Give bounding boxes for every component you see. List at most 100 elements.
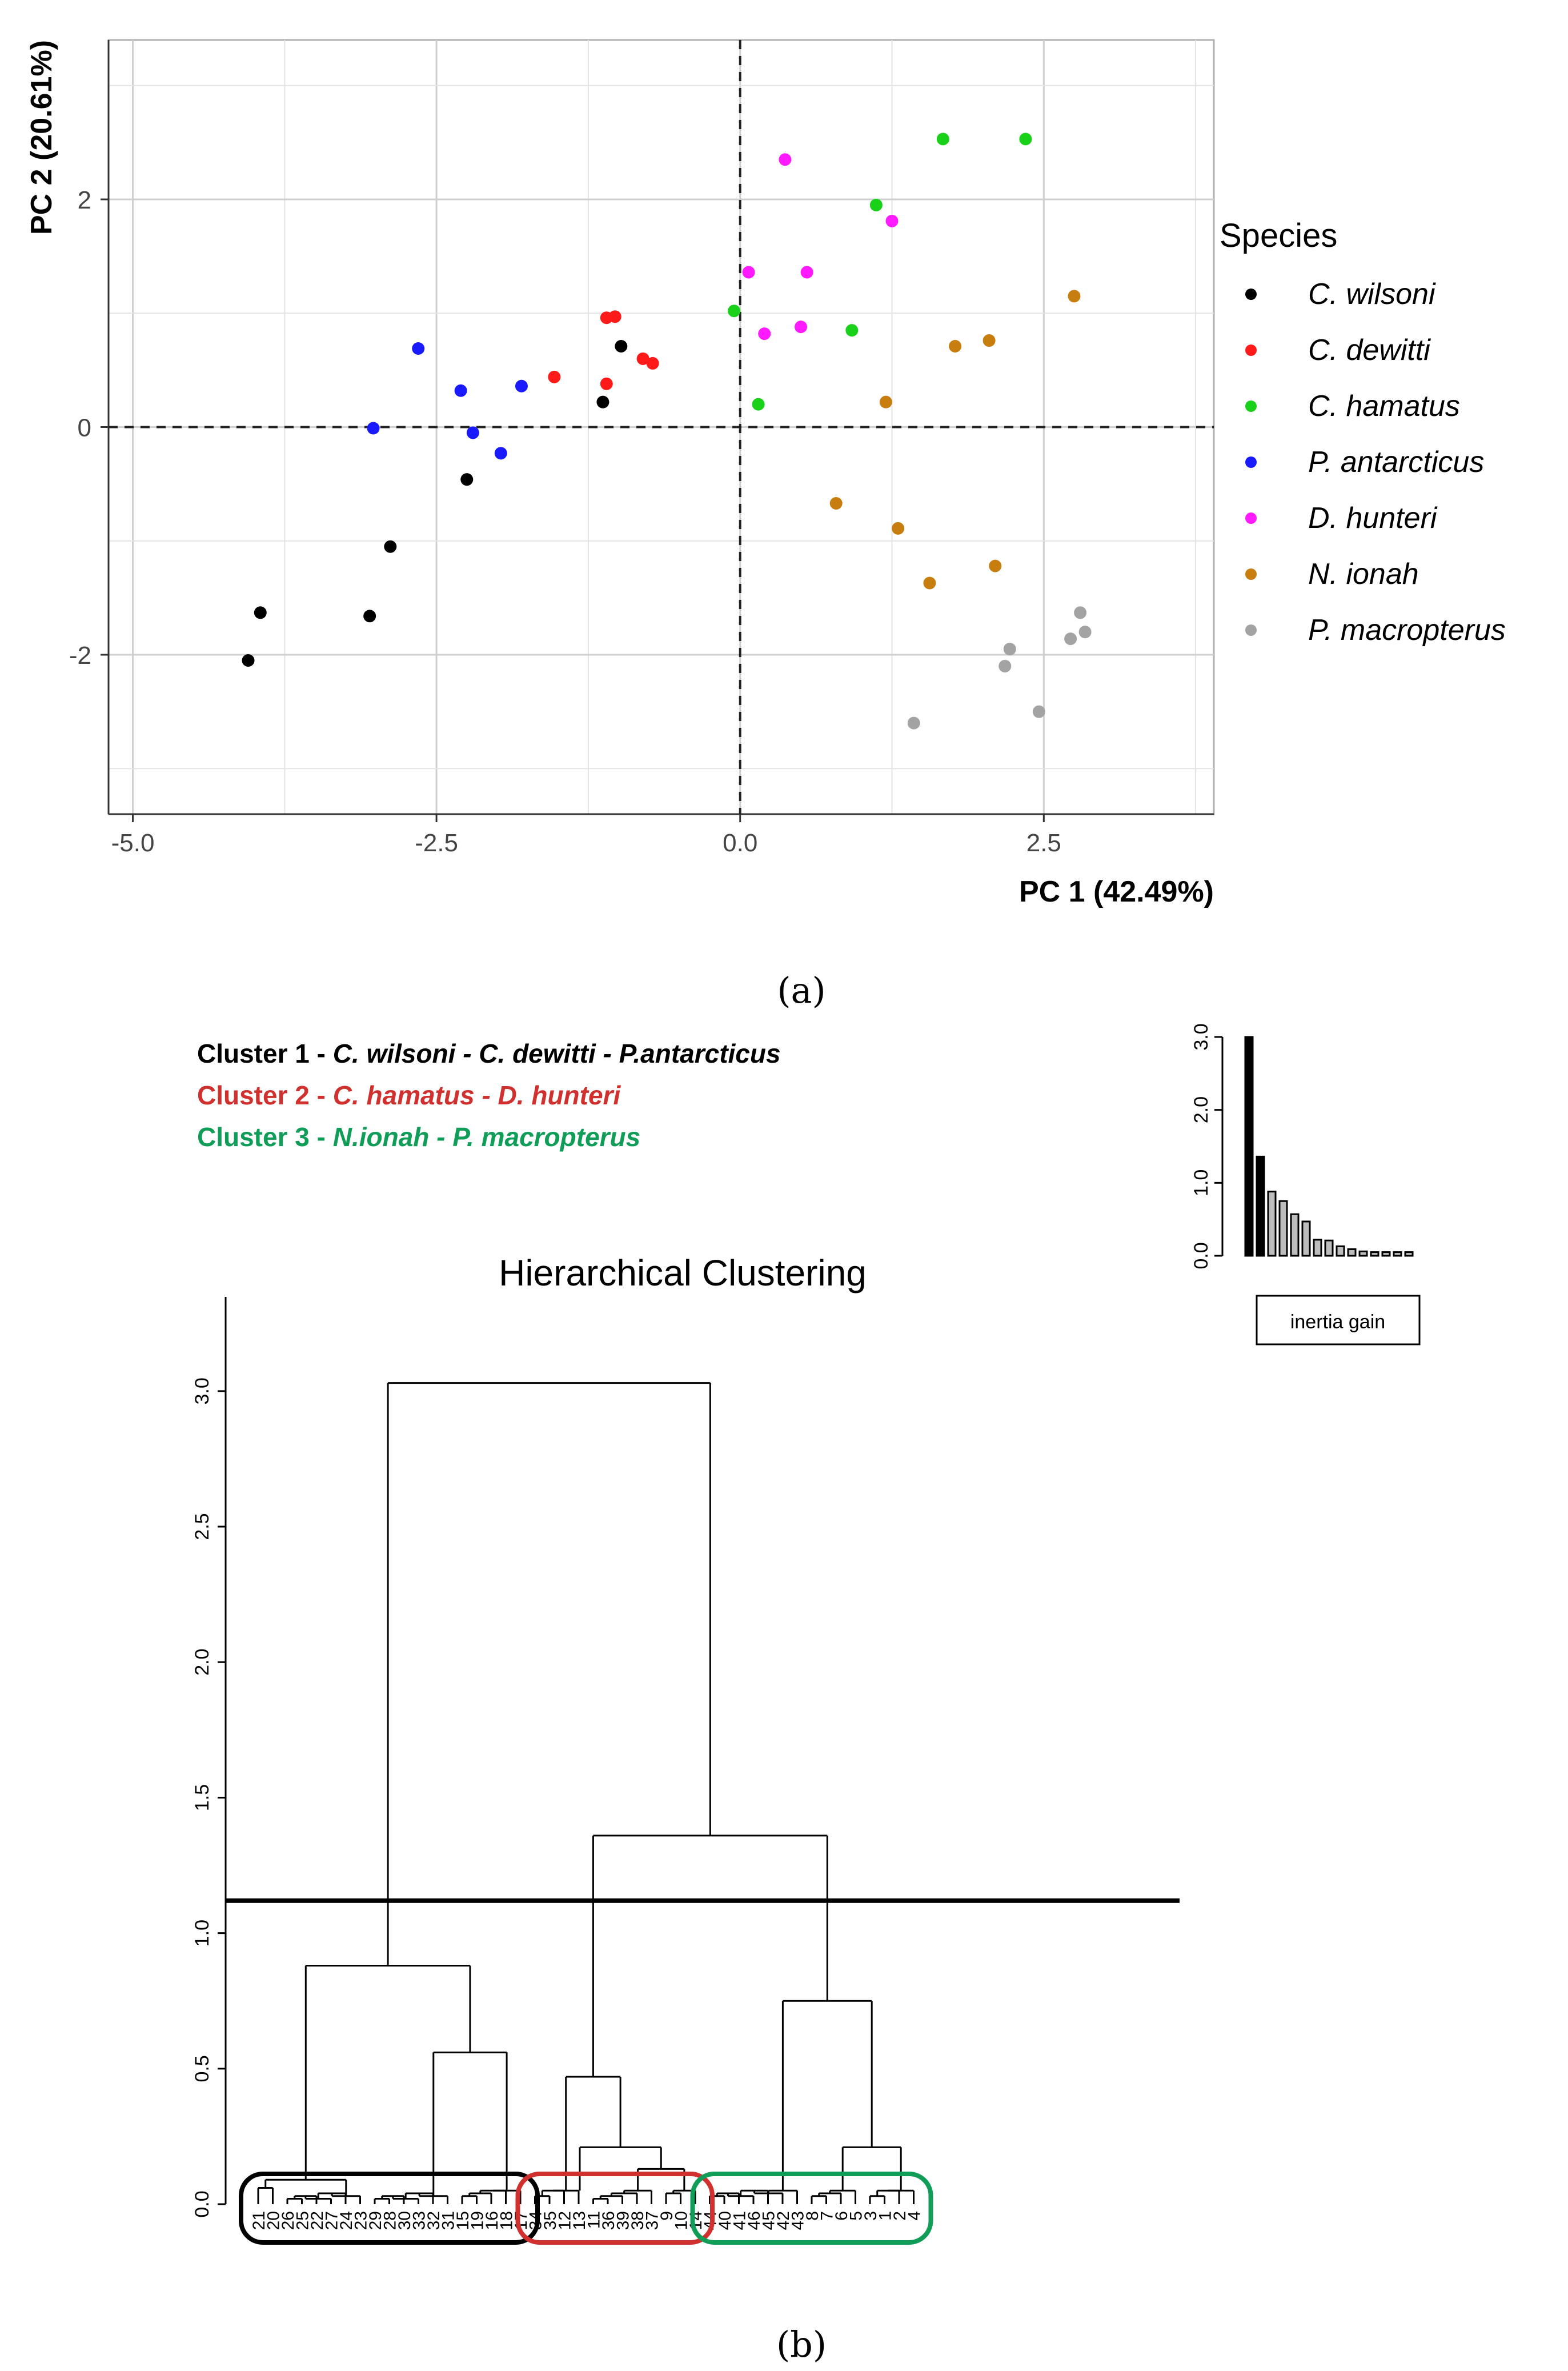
data-point	[752, 398, 765, 411]
dendrogram-leaf-label: 36	[599, 2211, 618, 2230]
data-point	[1003, 643, 1016, 656]
data-point	[615, 340, 628, 353]
dendrogram-tick-label: 3.0	[191, 1377, 213, 1404]
cluster-3-species: N.ionah - P. macropterus	[333, 1122, 641, 1152]
dendrogram-cluster-outlines	[239, 2172, 933, 2245]
dendrogram-tick-label: 0.0	[191, 2190, 213, 2217]
dendrogram-leaf-label: 26	[279, 2211, 298, 2230]
cluster-legend-item-1: Cluster 1 - C. wilsoni - C. dewitti - P.…	[197, 1039, 781, 1068]
dendrogram-leaf-label: 31	[439, 2211, 458, 2230]
dendrogram-leaf-label: 20	[264, 2211, 283, 2230]
dendrogram-leaf-label: 14	[687, 2211, 705, 2230]
inertia-legend-box	[1256, 1295, 1421, 1345]
dendrogram-leaf-label: 33	[410, 2211, 429, 2230]
data-point	[845, 324, 859, 337]
inertia-bars	[1244, 1036, 1414, 1257]
inertia-bar	[1347, 1248, 1357, 1257]
dendrogram-leaf-label: 5	[847, 2211, 866, 2221]
scatter-ticks: -5.0 -2.5 0.0 2.5 -2 0 2	[69, 186, 1061, 857]
inertia-tick-label: 2.0	[1190, 1096, 1212, 1123]
dendrogram-tick-label: 2.0	[191, 1649, 213, 1676]
legend-marker	[1245, 289, 1257, 300]
dendrogram-leaf-label: 17	[512, 2211, 531, 2230]
dendrogram-leaf-label: 23	[352, 2211, 371, 2230]
dendrogram-leaf-label: 9	[657, 2211, 676, 2221]
data-point	[367, 422, 380, 435]
data-point	[879, 395, 892, 408]
data-point	[363, 610, 376, 623]
data-point	[923, 576, 936, 590]
x-tick-label: 0.0	[723, 829, 757, 857]
dendrogram-leaf-label: 46	[745, 2211, 764, 2230]
data-point	[1074, 606, 1087, 619]
data-point	[949, 340, 962, 353]
dendrogram-y-axis: 0.0 0.5 1.0 1.5 2.0 2.5 3.0	[191, 1297, 227, 2218]
dendrogram-leaf-label: 43	[789, 2211, 808, 2230]
inertia-bar	[1301, 1220, 1311, 1257]
dendrogram: Hierarchical Clustering 0.0 0.5 1.0 1.5 2.0 2…	[191, 1252, 1180, 2245]
inertia-bar	[1256, 1155, 1265, 1257]
dendrogram-tick-label: 1.0	[191, 1920, 213, 1947]
dendrogram-leaf-label: 42	[774, 2211, 793, 2230]
x-tick-label: 2.5	[1026, 829, 1061, 857]
inertia-bar	[1267, 1191, 1277, 1257]
data-point	[454, 384, 467, 397]
dendrogram-leaf-label: 39	[614, 2211, 633, 2230]
data-point	[254, 606, 267, 619]
data-point	[728, 305, 741, 318]
panel-b-label: (b)	[776, 2324, 827, 2365]
x-tick-label: -2.5	[415, 829, 458, 857]
dendrogram-leaf-label: 21	[250, 2211, 268, 2230]
data-point	[596, 395, 609, 408]
legend-marker	[1245, 624, 1257, 636]
dendrogram-leaf-label: 15	[454, 2211, 472, 2230]
dendrogram-leaf-label: 41	[731, 2211, 749, 2230]
inertia-tick-label: 0.0	[1190, 1242, 1212, 1269]
inertia-bar	[1244, 1036, 1254, 1257]
data-point	[1068, 290, 1081, 303]
legend-marker	[1245, 456, 1257, 468]
legend-marker	[1245, 345, 1257, 356]
data-point	[795, 321, 808, 334]
data-point	[608, 310, 621, 323]
data-point	[758, 327, 771, 341]
cluster-2-prefix: Cluster 2 -	[197, 1080, 333, 1110]
inertia-tick-label: 1.0	[1190, 1170, 1212, 1196]
scatter-gridlines	[109, 40, 1214, 814]
dendrogram-leaf-label: 24	[337, 2211, 356, 2230]
cluster-outline-3	[690, 2172, 933, 2245]
dendrogram-tick-label: 2.5	[191, 1513, 213, 1540]
inertia-bar	[1393, 1251, 1402, 1257]
inertia-bar	[1324, 1239, 1334, 1257]
dendrogram-title: Hierarchical Clustering	[499, 1252, 867, 1293]
inertia-bar	[1290, 1213, 1300, 1257]
data-point	[384, 540, 397, 553]
inertia-tick-label: 3.0	[1190, 1023, 1212, 1050]
dendrogram-leaf-label: 3	[861, 2211, 880, 2221]
legend-label: C. hamatus	[1308, 390, 1460, 423]
dendrogram-leaf-label: 35	[541, 2211, 560, 2230]
data-point	[515, 379, 528, 393]
data-point	[636, 352, 649, 365]
cluster-3-prefix: Cluster 3 -	[197, 1122, 333, 1152]
inertia-bar	[1336, 1245, 1345, 1257]
data-point	[1064, 632, 1077, 646]
pca-scatter-plot: -5.0 -2.5 0.0 2.5 -2 0 2 PC 1 (42.49%) PC 2 (2…	[25, 39, 1506, 908]
inertia-bar	[1278, 1200, 1288, 1257]
data-point	[885, 214, 899, 227]
scatter-legend: C. wilsoni C. dewitti C. hamatus P. antarct…	[1245, 278, 1506, 647]
scatter-points	[242, 133, 1092, 730]
legend-marker	[1245, 568, 1257, 580]
dendrogram-leaf-label: 1	[876, 2211, 895, 2221]
panel-a-label: (a)	[777, 970, 825, 1011]
data-point	[989, 559, 1002, 572]
legend-label: C. dewitti	[1308, 334, 1431, 367]
dendrogram-leaf-label: 38	[628, 2211, 647, 2230]
legend-label: C. wilsoni	[1308, 278, 1436, 311]
legend-title: Species	[1220, 217, 1337, 254]
y-tick-label: 2	[78, 186, 91, 214]
data-point	[779, 153, 792, 166]
dendrogram-leaf-label: 6	[832, 2211, 851, 2221]
data-point	[800, 266, 813, 279]
